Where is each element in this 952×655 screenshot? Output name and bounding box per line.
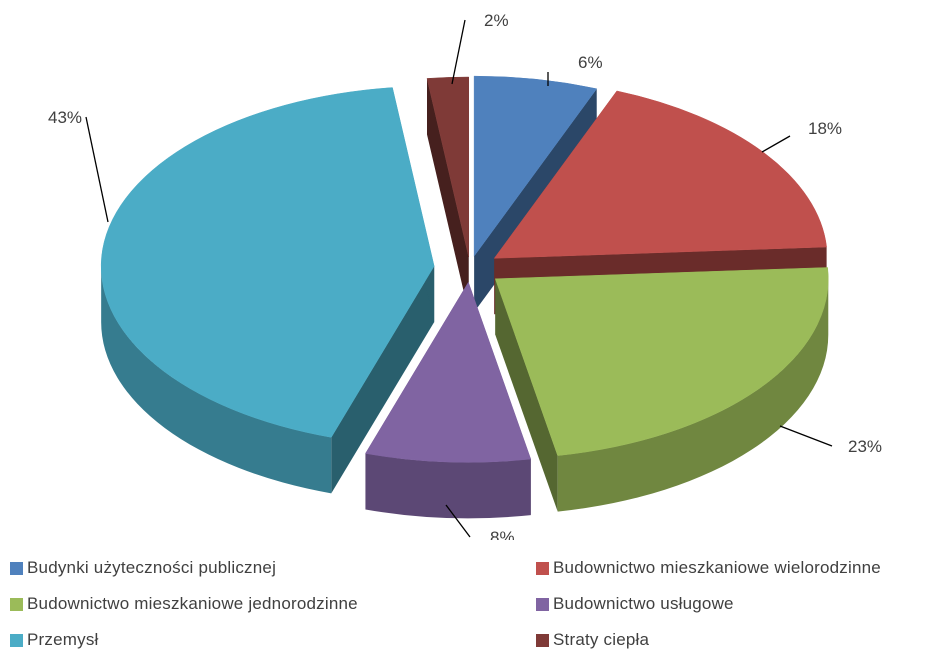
legend-swatch	[536, 597, 549, 611]
leader-line-3	[779, 425, 833, 447]
legend-item-2: Budownictwo mieszkaniowe wielorodzinne	[536, 556, 881, 580]
leader-line-5	[85, 116, 109, 223]
pie-chart: 6% 18% 23% 8% 43% 2%	[48, 11, 882, 540]
slice-rim-4	[365, 453, 531, 519]
data-label-5: 43%	[48, 108, 82, 127]
legend-swatch	[536, 633, 549, 647]
data-label-4: 8%	[490, 528, 515, 540]
pie-tops	[100, 75, 829, 463]
pie-slice-5	[100, 87, 435, 438]
legend-swatch	[10, 561, 23, 575]
legend-item-3: Budownictwo mieszkaniowe jednorodzinne	[10, 592, 358, 616]
data-label-6: 2%	[484, 11, 509, 30]
legend-label: Budownictwo mieszkaniowe wielorodzinne	[553, 558, 881, 577]
legend-label: Budownictwo mieszkaniowe jednorodzinne	[27, 594, 358, 613]
slice-rim-3	[557, 278, 829, 512]
slice-rim-5	[101, 266, 332, 494]
leader-lines	[85, 19, 833, 538]
legend-item-6: Straty ciepła	[536, 628, 649, 652]
legend-label: Budynki użyteczności publicznej	[27, 558, 277, 577]
legend-swatch	[536, 561, 549, 575]
data-label-1: 6%	[578, 53, 603, 72]
legend-label: Straty ciepła	[553, 630, 650, 649]
data-label-3: 23%	[848, 437, 882, 456]
legend-item-4: Budownictwo usługowe	[536, 592, 734, 616]
data-labels: 6% 18% 23% 8% 43% 2%	[48, 11, 882, 540]
legend-item-1: Budynki użyteczności publicznej	[10, 556, 276, 580]
slice-cut-face-3	[495, 278, 558, 512]
legend-label: Budownictwo usługowe	[553, 594, 734, 613]
pie-slice-1	[473, 75, 598, 257]
leader-line-6	[451, 19, 466, 85]
pie-slice-3	[494, 267, 829, 456]
leader-line-2	[761, 135, 791, 153]
pie-slice-2	[493, 90, 827, 259]
legend-item-5: Przemysł	[10, 628, 99, 652]
pie-slice-4	[365, 281, 532, 463]
legend-swatch	[10, 633, 23, 647]
legend-label: Przemysł	[27, 630, 99, 649]
pie-slice-6	[426, 76, 469, 258]
data-label-2: 18%	[808, 119, 842, 138]
slice-cut-face-6	[427, 78, 469, 314]
slice-cut-face-5	[331, 266, 435, 494]
legend-swatch	[10, 597, 23, 611]
legend: Budynki użyteczności publicznej Budownict…	[0, 548, 952, 655]
leader-line-4	[445, 504, 471, 538]
